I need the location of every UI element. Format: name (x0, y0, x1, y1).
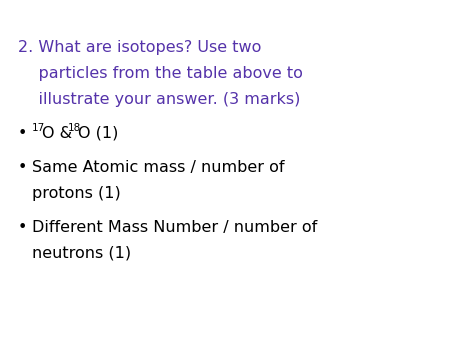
Text: 2. What are isotopes? Use two: 2. What are isotopes? Use two (18, 40, 261, 55)
Text: Same Atomic mass / number of: Same Atomic mass / number of (32, 160, 284, 175)
Text: neutrons (1): neutrons (1) (32, 246, 131, 261)
Text: O (1): O (1) (78, 126, 118, 141)
Text: 17: 17 (32, 123, 45, 133)
Text: protons (1): protons (1) (32, 186, 121, 201)
Text: particles from the table above to: particles from the table above to (18, 66, 303, 81)
Text: •: • (18, 160, 27, 175)
Text: illustrate your answer. (3 marks): illustrate your answer. (3 marks) (18, 92, 301, 107)
Text: •: • (18, 220, 27, 235)
Text: •: • (18, 126, 27, 141)
Text: Different Mass Number / number of: Different Mass Number / number of (32, 220, 317, 235)
Text: 18: 18 (68, 123, 81, 133)
Text: O &: O & (42, 126, 77, 141)
